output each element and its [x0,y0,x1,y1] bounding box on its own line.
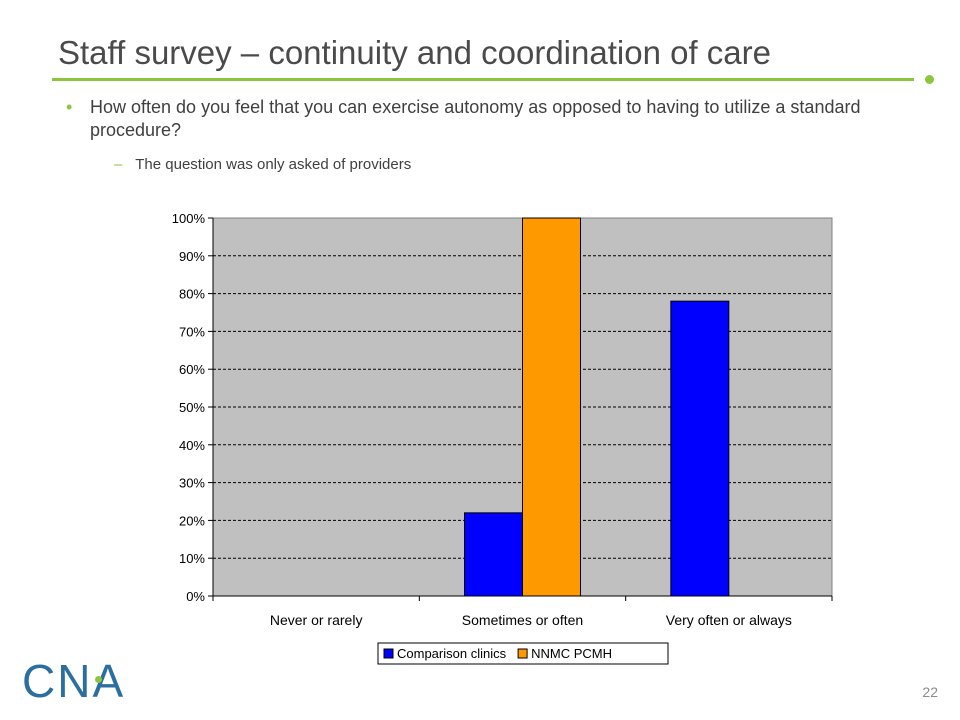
bullet-marker: • [66,97,73,117]
bar-comparison-clinics [670,300,730,597]
bar-nnmc-pcmh [522,217,581,597]
y-tick-label: 60% [179,362,205,377]
y-tick-label: 70% [179,324,205,339]
sub-bullet-text: The question was only asked of providers [135,156,412,173]
bullet-question: • How often do you feel that you can exe… [66,96,866,142]
y-tick-label: 90% [179,249,205,264]
y-tick-label: 30% [179,476,205,491]
page-number: 22 [922,684,938,700]
y-tick-label: 100% [172,211,206,226]
legend-label: NNMC PCMH [531,646,612,661]
legend-swatch-comparison-clinics [383,648,394,659]
bar-comparison-clinics [464,512,523,597]
y-tick-label: 80% [179,287,205,302]
y-tick-label: 0% [186,589,205,604]
y-tick-label: 10% [179,551,205,566]
legend-swatch-nnmc-pcmh [517,648,528,659]
legend-label: Comparison clinics [397,646,507,661]
y-tick-label: 20% [179,513,205,528]
bullet-question-text: How often do you feel that you can exerc… [90,97,861,140]
y-tick-label: 50% [179,400,205,415]
logo-dot [95,676,102,683]
x-tick-label: Very often or always [666,612,792,628]
x-tick-label: Never or rarely [270,612,363,628]
x-tick-label: Sometimes or often [462,612,583,628]
title-divider [52,78,914,81]
logo-text: CNA [22,655,126,707]
title-divider-dot [925,75,934,84]
page-title: Staff survey – continuity and coordinati… [58,34,771,71]
y-tick-label: 40% [179,438,205,453]
sub-bullet-note: – The question was only asked of provide… [114,155,411,175]
cna-logo: CNA [22,654,125,708]
sub-bullet-marker: – [114,156,123,173]
